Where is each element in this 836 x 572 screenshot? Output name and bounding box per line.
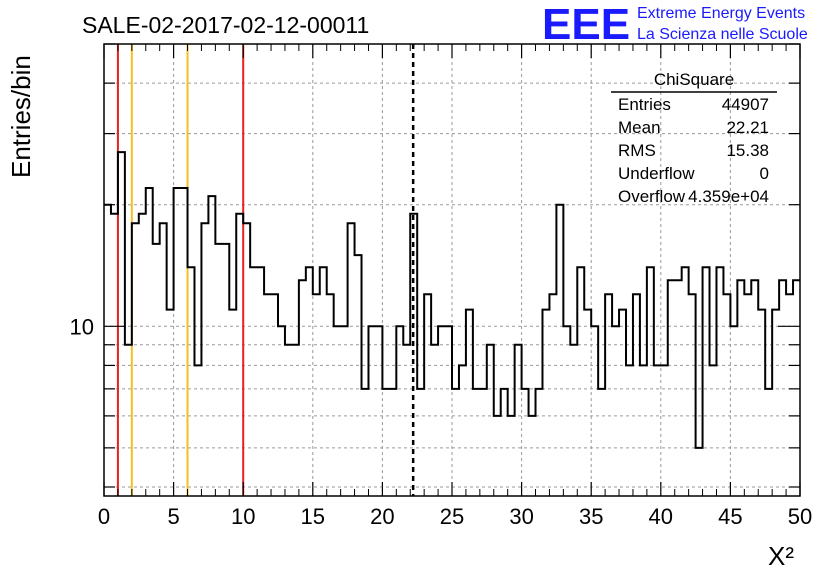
x-tick-label: 30 [509,504,533,529]
chart-title: SALE-02-2017-02-12-00011 [82,12,369,38]
x-tick-label: 25 [440,504,464,529]
x-tick-label: 50 [788,504,812,529]
x-axis-label: X² [768,541,794,571]
x-tick-label: 0 [98,504,110,529]
stats-label: Entries [618,95,671,114]
eee-logo: EEE Extreme Energy Events La Scienza nel… [542,0,808,49]
eee-logo-line2: La Scienza nelle Scuole [637,26,808,43]
x-tick-label: 20 [370,504,394,529]
stats-title: ChiSquare [654,70,734,89]
y-axis-label: Entries/bin [6,55,36,178]
stats-label: RMS [618,141,656,160]
x-tick-label: 40 [649,504,673,529]
stats-value: 0 [760,164,769,183]
eee-logo-line1: Extreme Energy Events [637,5,805,22]
stats-value: 4.359e+04 [688,187,769,206]
stats-label: Underflow [618,164,695,183]
x-tick-label: 10 [231,504,255,529]
stats-label: Mean [618,118,661,137]
stats-value: 44907 [722,95,769,114]
x-tick-label: 5 [167,504,179,529]
stats-value: 15.38 [726,141,769,160]
x-tick-label: 15 [301,504,325,529]
reference-lines [116,44,415,496]
y-tick-label: 10 [70,314,94,339]
y-axis-ticks: 10 [70,43,800,488]
stats-box: ChiSquare Entries 44907 Mean 22.21 RMS 1… [611,70,777,206]
stats-label: Overflow [618,187,686,206]
x-tick-label: 45 [718,504,742,529]
x-axis-ticks: 0 5 10 15 20 25 30 35 40 45 50 [98,44,812,529]
x-tick-label: 35 [579,504,603,529]
eee-logo-mark: EEE [542,0,630,49]
stats-value: 22.21 [726,118,769,137]
histogram-series [104,151,800,449]
